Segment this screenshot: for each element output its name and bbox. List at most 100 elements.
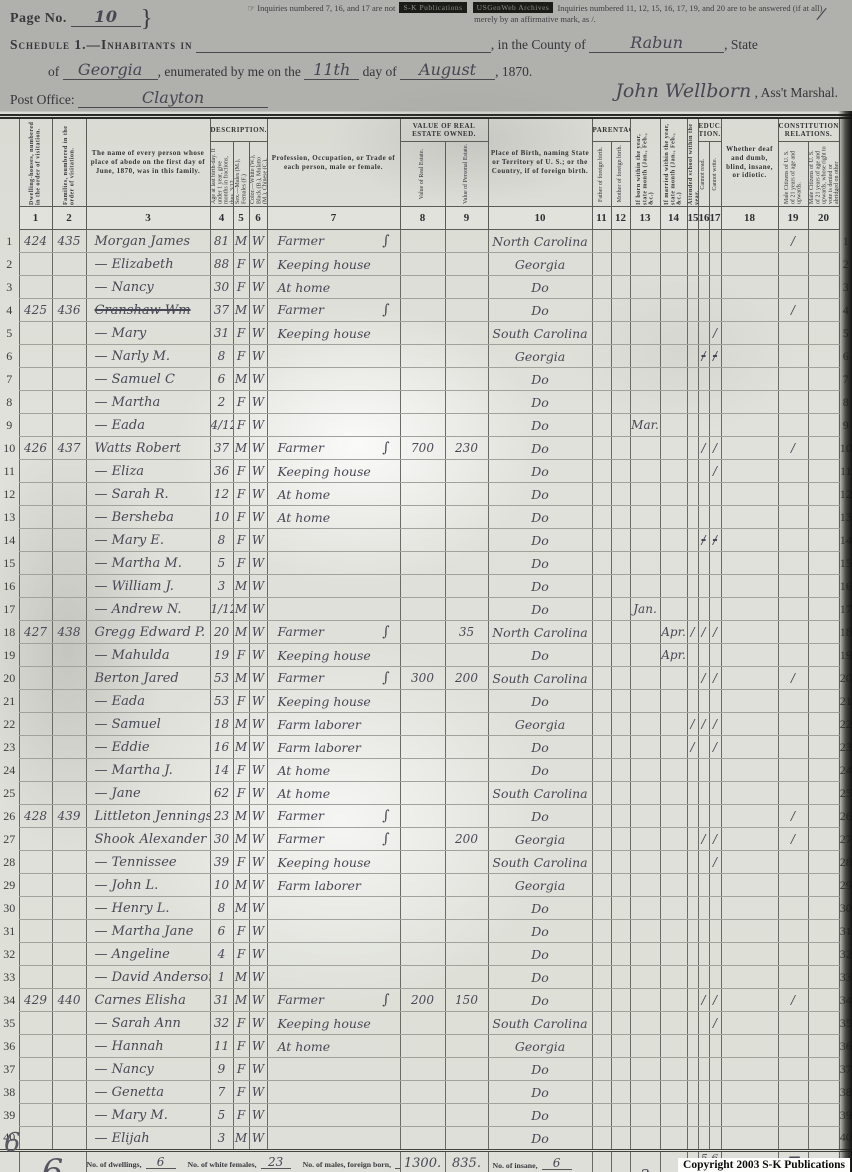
cell-personal-estate-value xyxy=(444,873,489,897)
cell-birthplace: Do xyxy=(487,1080,593,1104)
cell-cannot-read xyxy=(697,1057,710,1081)
column-number: 9 xyxy=(444,206,489,230)
cell-vote-denied xyxy=(807,1080,840,1104)
cell-personal-estate-value xyxy=(444,1057,489,1081)
cell-family-number xyxy=(51,1011,87,1035)
occupation-text: Farm laborer xyxy=(277,739,361,755)
cell-age: 10 xyxy=(209,873,234,897)
cell-father-foreign xyxy=(591,965,612,989)
group-value: VALUE OF REAL ESTATE OWNED. xyxy=(399,116,489,142)
col-head-personal-estate: Value of Personal Estate. xyxy=(444,141,489,207)
cell-attended-school xyxy=(686,942,699,966)
cell-birth-month xyxy=(629,896,661,920)
cell-birth-month xyxy=(629,574,661,598)
table-row: 32— Angeline4FWDo32 xyxy=(0,942,852,966)
cell-occupation: Keeping house xyxy=(266,850,401,874)
cell-attended-school xyxy=(686,275,699,299)
cell-dwelling-number: 429 xyxy=(18,988,53,1012)
cell-dwelling-number xyxy=(18,528,53,552)
cell-attended-school xyxy=(686,597,699,621)
cell-family-number xyxy=(51,827,87,851)
cell-cannot-write xyxy=(708,482,722,506)
cell-name: — Elizabeth xyxy=(85,252,211,276)
cell-marriage-month xyxy=(659,873,688,897)
cell-cannot-write: / xyxy=(708,735,722,759)
cell-sex: F xyxy=(232,1103,250,1127)
cell-marriage-month xyxy=(659,252,688,276)
cell-name: — Martha xyxy=(85,390,211,414)
occupation-text: At home xyxy=(277,279,331,295)
cell-marriage-month xyxy=(659,735,688,759)
cell-age: 3 xyxy=(209,1126,234,1151)
cell-personal-estate-value xyxy=(444,321,489,345)
cell-deaf-dumb xyxy=(720,689,779,713)
fine-print-part3: merely by an affirmative mark, as /. xyxy=(474,13,596,24)
cell-dwelling-number xyxy=(18,1126,53,1151)
cell-marriage-month xyxy=(659,367,688,391)
cell-age: 88 xyxy=(209,252,234,276)
cell-marriage-month xyxy=(659,344,688,368)
cell-vote-denied xyxy=(807,574,840,598)
cell-real-estate-value xyxy=(399,252,446,276)
cell-vote-denied xyxy=(807,804,840,828)
cell-birthplace: Do xyxy=(487,528,593,552)
cell-family-number xyxy=(51,781,87,805)
cell-male-citizen xyxy=(777,344,809,368)
cell-birthplace: Do xyxy=(487,298,593,322)
cell-sex: M xyxy=(232,988,250,1012)
cell-occupation xyxy=(266,1103,401,1127)
cell-birthplace: Do xyxy=(487,505,593,529)
row-number: 9 xyxy=(6,417,13,432)
cell-cannot-read xyxy=(697,1034,710,1058)
cell-birth-month xyxy=(629,321,661,345)
cell-marriage-month xyxy=(659,574,688,598)
cell-mother-foreign xyxy=(610,298,631,322)
cell-deaf-dumb xyxy=(720,574,779,598)
cell-sex: F xyxy=(232,643,250,667)
cell-cannot-write xyxy=(708,1034,722,1058)
cell-name: — Mahulda xyxy=(85,643,211,667)
cell-dwelling-number xyxy=(18,252,53,276)
cell-deaf-dumb xyxy=(720,942,779,966)
cell-birthplace: South Carolina xyxy=(487,850,593,874)
cell-marriage-month xyxy=(659,919,688,943)
cell-color: W xyxy=(248,528,268,552)
cell-color: W xyxy=(248,413,268,437)
cell-family-number xyxy=(51,367,87,391)
cell-name: — Sarah R. xyxy=(85,482,211,506)
cell-attended-school xyxy=(686,528,699,552)
cell-name: — Tennissee xyxy=(85,850,211,874)
cell-age: 12 xyxy=(209,482,234,506)
enumerated-label: , enumerated by me on the xyxy=(157,64,301,79)
cell-occupation xyxy=(266,367,401,391)
cell-occupation: At home xyxy=(266,482,401,506)
cell-father-foreign xyxy=(591,988,612,1012)
occupation-text: Keeping house xyxy=(277,693,371,709)
cell-birth-month xyxy=(629,229,661,253)
cell-marriage-month xyxy=(659,1057,688,1081)
cell-deaf-dumb xyxy=(720,528,779,552)
cell-family-number xyxy=(51,689,87,713)
cell-name: Berton Jared xyxy=(85,666,211,690)
cell-mother-foreign xyxy=(610,666,631,690)
cell-deaf-dumb xyxy=(720,712,779,736)
cell-cannot-write xyxy=(708,275,722,299)
cell-real-estate-value xyxy=(399,1011,446,1035)
row-number: 4 xyxy=(6,302,13,317)
occupation-text: Keeping house xyxy=(277,256,371,272)
cell-color: W xyxy=(248,873,268,897)
cell-sex: F xyxy=(232,252,250,276)
header-group-row: Dwelling-houses, numbered in the order o… xyxy=(0,116,852,207)
cell-color: W xyxy=(248,712,268,736)
page-number-label: Page No. xyxy=(10,11,67,26)
cell-male-citizen xyxy=(777,896,809,920)
cell-color: W xyxy=(248,597,268,621)
household-brace-stroke: ∫ xyxy=(382,440,390,456)
cell-deaf-dumb xyxy=(720,482,779,506)
cell-mother-foreign xyxy=(610,712,631,736)
cell-family-number xyxy=(51,252,87,276)
cell-mother-foreign xyxy=(610,643,631,667)
cell-personal-estate-value: 200 xyxy=(444,666,489,690)
cell-vote-denied xyxy=(807,827,840,851)
